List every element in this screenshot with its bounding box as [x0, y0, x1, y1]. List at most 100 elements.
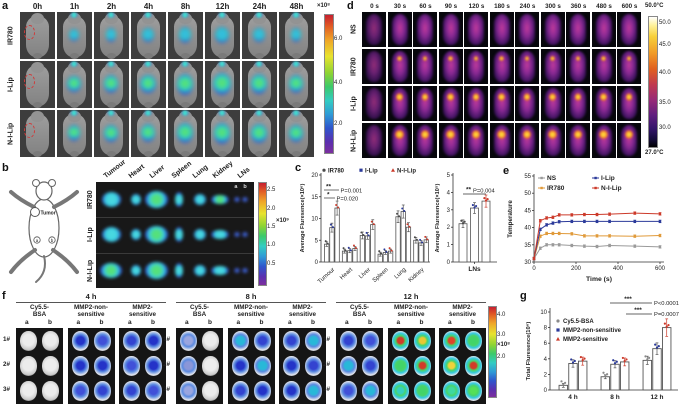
- tumor-blob: [283, 331, 300, 351]
- category-label: 8 h: [610, 394, 619, 401]
- tumor-blob: [180, 331, 197, 351]
- tumor-blob: [465, 381, 482, 401]
- data-point: [579, 356, 582, 359]
- legend-marker-dot: [322, 168, 326, 172]
- thermal-mouse: [519, 51, 535, 82]
- head-fluorescence-blob: [218, 12, 226, 18]
- organ-header: LNs: [237, 166, 252, 180]
- mouse-image: [279, 110, 314, 157]
- data-point: [398, 215, 401, 218]
- fluorescence-blob: [288, 75, 304, 93]
- mouse-image: [242, 110, 277, 157]
- hot-spot: [523, 93, 531, 101]
- bar: [400, 211, 406, 263]
- row-divider: [96, 252, 254, 254]
- data-point: [473, 206, 476, 209]
- row-label: 2#: [163, 361, 171, 368]
- colorbar-tick: 2.0: [334, 121, 343, 128]
- tumor-blob: [20, 331, 37, 351]
- y-tick-label: 50: [524, 191, 531, 197]
- treatment-header-line: Cy5.5-: [30, 304, 49, 311]
- thermal-image: [387, 86, 412, 121]
- ln-blob: [234, 197, 241, 203]
- thermal-mouse: [391, 51, 408, 82]
- hot-spot: [548, 130, 557, 140]
- data-point: [573, 359, 576, 363]
- point-marker: [570, 220, 573, 223]
- thermal-mouse: [366, 125, 382, 156]
- panel-a-colorbar: [324, 14, 334, 154]
- thermal-image: [540, 86, 565, 121]
- y-tick-label: 10: [311, 217, 318, 223]
- treatment-header: MMP2- sensitive: [439, 304, 486, 318]
- point-marker: [608, 234, 611, 238]
- point-marker: [545, 223, 548, 227]
- bar: [334, 207, 340, 263]
- panel-g: g 0 2 4 6 8 10 Total Fluresence(10⁶) 4 h 8 h 12 h…: [520, 290, 685, 406]
- data-point: [344, 249, 347, 252]
- tumor-blob: [413, 356, 431, 376]
- mouse-image: [20, 61, 55, 108]
- data-point: [426, 238, 429, 241]
- mouse-image: [205, 61, 240, 108]
- tumor-image-block: [176, 328, 223, 404]
- tumor-blob: [231, 356, 249, 376]
- data-point: [612, 359, 615, 362]
- time-group-header: 12 h: [336, 292, 486, 303]
- data-point: [665, 325, 668, 328]
- y-tick-label: 0: [544, 388, 548, 394]
- y-tick-label: 8: [544, 326, 548, 332]
- point-marker: [583, 244, 586, 248]
- treatment-header-line: sensitive: [129, 311, 156, 319]
- legend-label: MMP2-non-sensitive: [563, 328, 622, 334]
- row-label: I-Lip: [87, 227, 94, 243]
- tumor-label: Tumor: [41, 211, 56, 217]
- thermal-mouse: [442, 88, 459, 119]
- thermal-mouse: [442, 51, 459, 82]
- fluorescence-blob: [67, 125, 81, 141]
- thermal-mouse: [621, 51, 637, 82]
- legend-label: IR780: [328, 169, 345, 175]
- time-header: 2h: [106, 2, 117, 11]
- data-point: [380, 252, 383, 255]
- colorbar-tick: 35.0: [659, 100, 671, 107]
- legend-label: N-I-Lip: [601, 185, 622, 192]
- legend-marker-square: [556, 328, 560, 332]
- fluorescence-blob: [142, 27, 154, 42]
- hot-spot: [575, 56, 581, 61]
- subcol-label-a: a: [345, 319, 349, 326]
- thermal-image: [540, 123, 565, 158]
- thermal-mouse: [366, 51, 382, 82]
- head-fluorescence-blob: [70, 110, 78, 116]
- category-label: 4 h: [568, 394, 577, 401]
- data-point: [625, 358, 628, 361]
- tumor-image-block: [387, 328, 435, 404]
- treatment-header: MMP2-non-sensitive: [228, 304, 275, 318]
- tumor-blob: [340, 356, 357, 376]
- tumor-blob: [253, 381, 271, 401]
- point-marker: [545, 243, 548, 246]
- head-fluorescence-blob: [107, 12, 115, 18]
- data-point: [401, 207, 404, 210]
- data-point: [421, 241, 424, 244]
- treatment-header: MMP2-non-sensitive: [68, 304, 115, 318]
- x-tick-label: 600: [655, 266, 666, 272]
- treatment-header-line: sensitive: [77, 311, 105, 319]
- data-point: [471, 203, 474, 207]
- panel-f-colorbar: [488, 306, 497, 398]
- bar: [329, 227, 335, 263]
- data-point: [415, 238, 418, 241]
- time-header: 8h: [180, 2, 191, 11]
- point-marker: [570, 232, 573, 235]
- tumor-blob: [305, 331, 322, 351]
- chart-average-fluorescence-lns: 0 1 2 3 4 5 Average Fluresence(×10⁵) ** P=0.004 L…: [435, 173, 497, 273]
- sig-p-value: P<0.0001: [654, 301, 679, 307]
- thermal-image: [540, 12, 565, 47]
- y-tick-label: 55: [524, 174, 531, 180]
- data-point: [360, 231, 363, 234]
- data-point: [403, 210, 406, 213]
- mouse-image: [94, 61, 129, 108]
- thermal-mouse: [391, 88, 408, 119]
- mouse-head: [35, 181, 53, 201]
- thermal-image: [438, 123, 463, 158]
